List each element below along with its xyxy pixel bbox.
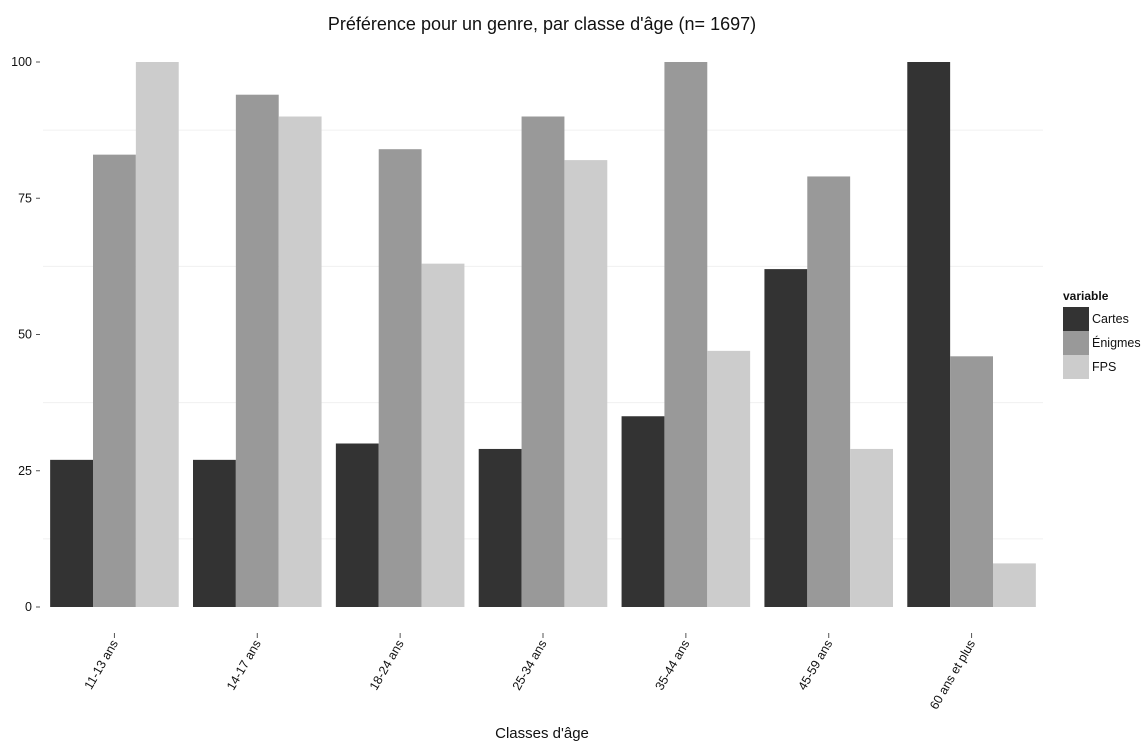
bar-cartes-2	[193, 459, 236, 607]
bar-cartes-7	[907, 62, 951, 607]
bar-cartes-5	[621, 416, 665, 607]
x-tick-label: 11-13 ans	[82, 638, 121, 692]
legend-items: Cartes Énigmes FPS	[1063, 307, 1141, 379]
bar-fps-7	[993, 563, 1036, 607]
bar-cartes-3	[335, 443, 379, 607]
x-axis-title: Classes d'âge	[495, 725, 589, 742]
legend: variable Cartes Énigmes FPS	[1063, 289, 1141, 379]
legend-label: Cartes	[1092, 312, 1129, 326]
bar-enigmes-7	[950, 356, 993, 607]
x-tick-label: 35-44 ans	[653, 638, 693, 693]
chart-title: Préférence pour un genre, par classe d'â…	[328, 14, 756, 34]
bar-cartes-6	[764, 269, 808, 607]
x-tick-label: 60 ans et plus	[927, 638, 978, 712]
bar-fps-4	[564, 160, 608, 607]
bar-fps-1	[135, 62, 179, 607]
legend-swatch	[1063, 331, 1089, 355]
x-tick-label: 45-59 ans	[795, 638, 835, 693]
legend-swatch	[1063, 355, 1089, 379]
y-tick-label: 100	[11, 55, 32, 69]
y-tick-label: 75	[18, 191, 32, 205]
bar-enigmes-5	[664, 62, 708, 607]
legend-label: Énigmes	[1092, 335, 1141, 350]
legend-title: variable	[1063, 289, 1109, 303]
bar-enigmes-6	[807, 176, 851, 607]
bar-fps-3	[421, 263, 465, 607]
legend-label: FPS	[1092, 360, 1116, 374]
bar-fps-2	[278, 116, 322, 607]
bar-cartes-4	[478, 448, 522, 607]
y-tick-label: 0	[25, 600, 32, 614]
bar-fps-6	[850, 448, 893, 607]
bar-enigmes-2	[235, 94, 279, 607]
bar-enigmes-1	[93, 154, 136, 607]
y-tick-label: 25	[18, 464, 32, 478]
y-tick-label: 50	[18, 328, 32, 342]
x-tick-label: 25-34 ans	[510, 638, 550, 693]
bar-enigmes-3	[378, 149, 422, 607]
bar-fps-5	[707, 350, 751, 607]
bar-enigmes-4	[521, 116, 565, 607]
bars-layer	[50, 62, 1036, 607]
x-tick-label: 14-17 ans	[224, 638, 264, 693]
bar-cartes-1	[50, 459, 93, 607]
legend-swatch	[1063, 307, 1089, 331]
x-tick-label: 18-24 ans	[367, 638, 407, 693]
